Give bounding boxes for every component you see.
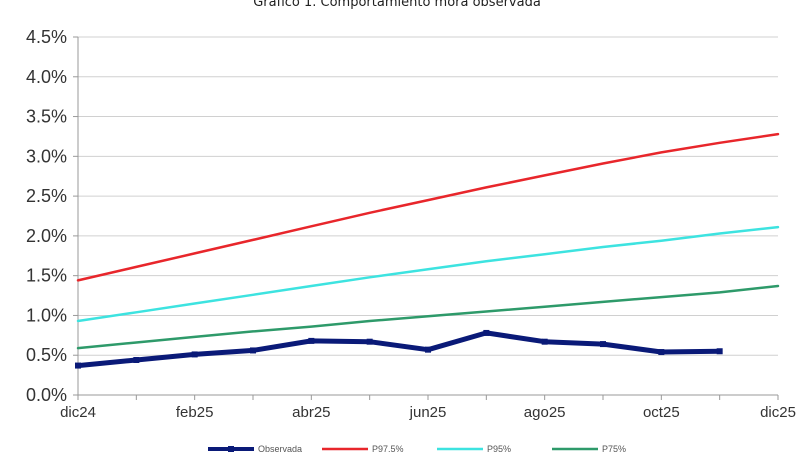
x-tick-label: jun25 xyxy=(409,404,447,421)
legend-label-p95: P95% xyxy=(487,444,511,454)
data-point xyxy=(191,351,198,358)
x-tick-label: oct25 xyxy=(643,404,680,421)
x-tick-label: dic24 xyxy=(60,404,96,421)
chart-title: Gráfico 1. Comportamiento mora observada xyxy=(253,0,541,10)
data-point xyxy=(366,338,373,345)
series-lines xyxy=(75,132,780,369)
axes xyxy=(77,37,778,396)
data-point xyxy=(600,341,606,348)
y-tick-label: 0.0% xyxy=(26,385,67,405)
data-point xyxy=(250,347,256,354)
y-tick-label: 2.0% xyxy=(26,226,67,246)
legend: Observada P97.5% P95% P75% xyxy=(208,444,626,454)
x-axis-ticks: dic24 feb25 abr25 jun25 ago25 oct25 dic25 xyxy=(60,395,796,421)
data-point xyxy=(308,337,315,344)
gridlines xyxy=(78,36,778,356)
series-line-p75 xyxy=(76,284,780,350)
data-point xyxy=(483,329,490,336)
data-point xyxy=(541,338,548,345)
legend-label-p75: P75% xyxy=(602,444,626,454)
x-tick-label: ago25 xyxy=(524,404,566,421)
y-tick-label: 4.0% xyxy=(26,67,67,87)
data-point xyxy=(716,348,723,355)
y-axis-ticks: 0.0% 0.5% 1.0% 1.5% 2.0% 2.5% 3.0% 3.5% 4.0% 4.5% xyxy=(26,27,78,405)
x-tick-label: dic25 xyxy=(760,404,796,421)
legend-label-observada: Observada xyxy=(258,444,302,454)
data-point xyxy=(658,349,665,356)
y-tick-label: 4.5% xyxy=(26,27,67,47)
y-tick-label: 3.0% xyxy=(26,146,67,166)
series-line-p97-5 xyxy=(76,132,780,282)
series-line-p95 xyxy=(76,225,780,323)
y-tick-label: 2.5% xyxy=(26,186,67,206)
y-tick-label: 1.0% xyxy=(26,305,67,325)
y-tick-label: 1.5% xyxy=(26,266,67,286)
data-point xyxy=(133,356,140,363)
y-tick-label: 0.5% xyxy=(26,345,67,365)
data-point xyxy=(425,346,431,353)
legend-marker xyxy=(228,446,234,452)
legend-label-p97-5: P97.5% xyxy=(372,444,404,454)
data-point xyxy=(75,362,81,369)
x-tick-label: feb25 xyxy=(176,404,214,421)
x-tick-label: abr25 xyxy=(292,404,330,421)
y-tick-label: 3.5% xyxy=(26,107,67,127)
series-line-observada xyxy=(75,330,723,369)
